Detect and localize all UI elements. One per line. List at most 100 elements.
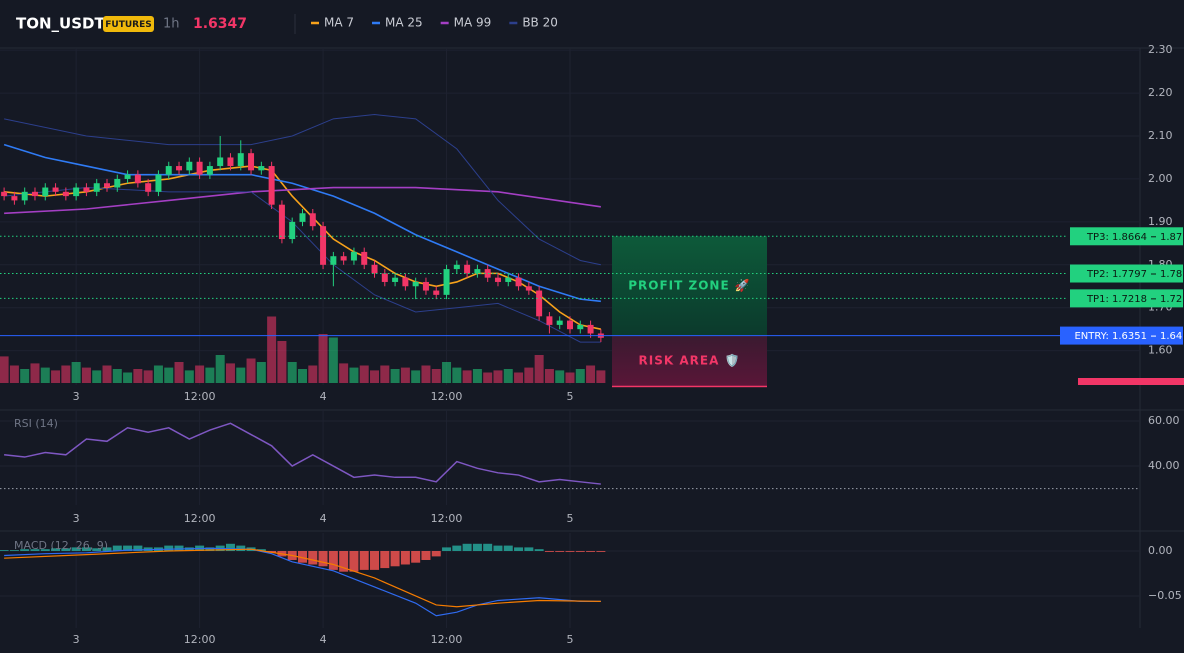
legend-label: MA 25 (385, 16, 423, 30)
badge-bg (103, 16, 154, 32)
volume-bar (586, 365, 596, 383)
volume-bar (123, 372, 133, 383)
candle-body (176, 166, 183, 171)
y-tick-label: 2.30 (1148, 43, 1173, 56)
candle-body (536, 290, 543, 317)
volume-bar (380, 365, 390, 383)
histogram-bar (133, 545, 143, 551)
volume-bar (225, 363, 235, 383)
y-tick-label: 40.00 (1148, 459, 1180, 472)
histogram-bar (370, 550, 380, 570)
candle-body (525, 286, 532, 291)
histogram-bar (452, 545, 462, 551)
histogram-bar (205, 547, 215, 551)
volume-bar (514, 372, 524, 383)
volume-bar (174, 362, 184, 383)
candle-body (165, 166, 172, 175)
candle-body (350, 251, 357, 261)
histogram-bar (308, 550, 318, 565)
volume-bar (503, 369, 513, 383)
histogram-bar (349, 550, 359, 572)
y-tick-label: 0.00 (1148, 544, 1173, 557)
candle-body (104, 183, 111, 188)
candle-body (11, 196, 18, 201)
volume-bar (596, 370, 606, 383)
macd-line (4, 548, 601, 608)
histogram-bar (102, 547, 112, 551)
volume-bar (215, 355, 225, 383)
volume-bar (256, 362, 266, 383)
pane-title: RSI (14) (14, 417, 58, 430)
volume-bar (544, 369, 554, 383)
histogram-bar (339, 550, 349, 572)
volume-bar (359, 365, 369, 383)
candle-body (248, 153, 255, 171)
candle-body (258, 166, 265, 171)
histogram-bar (514, 547, 524, 551)
candle-body (21, 191, 28, 201)
stop-loss-tag (1078, 378, 1184, 385)
level-axis-label: 1.87 (1160, 232, 1182, 243)
legend: MA 7 MA 25 MA 99 BB 20 (311, 16, 558, 30)
candle-body (484, 269, 491, 278)
x-tick-label: 3 (73, 512, 80, 525)
candle-body (309, 213, 316, 227)
volume-bar (143, 370, 153, 383)
candle-body (114, 178, 121, 188)
volume-bar (153, 365, 163, 383)
volume-bar (452, 367, 462, 383)
y-tick-label: 1.60 (1148, 344, 1173, 357)
level-axis-label: 1.72 (1160, 294, 1182, 305)
candle-body (206, 166, 213, 175)
volume-bar (565, 372, 575, 383)
volume-bar (246, 358, 256, 383)
histogram-bar (71, 547, 81, 551)
volume-bar (112, 369, 122, 383)
candle-body (93, 183, 100, 192)
histogram-bar (544, 550, 554, 552)
histogram-bar (493, 545, 503, 551)
zone-label: PROFIT ZONE 🚀 (628, 278, 751, 292)
symbol: TON_USDT (16, 15, 105, 33)
volume-bar (524, 367, 534, 383)
candle-body (320, 226, 327, 265)
candle-body (587, 324, 594, 334)
zone (612, 335, 767, 387)
candle-body (1, 191, 8, 197)
level-tag (1070, 289, 1183, 308)
x-tick-label: 12:00 (431, 512, 463, 525)
candle-body (62, 191, 69, 197)
y-tick-label: 2.10 (1148, 129, 1173, 142)
candle-body (299, 213, 306, 222)
ma-line (4, 186, 601, 215)
candle-body (289, 221, 296, 240)
level-axis-label: 1.64 (1160, 331, 1182, 342)
volume-bar (205, 367, 215, 383)
volume-bar (184, 370, 194, 383)
y-tick-label: 2.00 (1148, 172, 1173, 185)
candle-body (155, 174, 162, 192)
stop-loss-line (612, 385, 767, 388)
level-label: TP2: 1.7797 (1086, 269, 1147, 280)
x-tick-label: 12:00 (431, 633, 463, 646)
volume-bar (40, 367, 50, 383)
volume-bar (287, 362, 297, 383)
histogram-bar (565, 550, 575, 552)
volume-bar (20, 369, 30, 383)
x-tick-label: 4 (320, 512, 327, 525)
histogram-bar (92, 548, 102, 551)
histogram-bar (30, 549, 40, 551)
volume-bar (164, 367, 174, 383)
volume-bar (277, 341, 287, 383)
candle-body (124, 174, 131, 179)
candle-body (196, 161, 203, 175)
histogram-bar (297, 550, 307, 563)
histogram-bar (256, 549, 266, 551)
histogram-bar (174, 545, 184, 551)
level-tag (1070, 264, 1183, 283)
y-tick-label: 60.00 (1148, 414, 1180, 427)
volume-bar (390, 369, 400, 383)
x-tick-label: 4 (320, 390, 327, 403)
histogram-bar (400, 550, 410, 565)
